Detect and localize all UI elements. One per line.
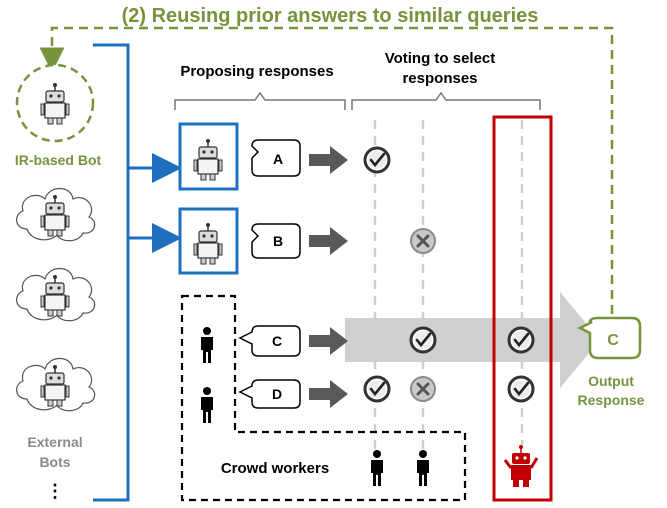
external-bot-cloud-2 <box>15 267 96 322</box>
person-icon <box>371 450 383 486</box>
output-label-1: Output <box>588 373 634 389</box>
more-bots-ellipsis: ⋮ <box>46 481 64 501</box>
x-icon <box>409 227 437 255</box>
svg-text:B: B <box>273 233 283 249</box>
external-bots-label-1: External <box>27 434 82 450</box>
response-bubble-c: C <box>238 325 301 357</box>
ir-bot-label: IR-based Bot <box>15 152 102 168</box>
svg-text:D: D <box>272 386 282 402</box>
response-bubble-b: B <box>251 223 301 259</box>
external-bot-cloud-1 <box>15 187 96 242</box>
person-icon <box>417 450 429 486</box>
check-icon <box>363 146 391 174</box>
diagram-title: (2) Reusing prior answers to similar que… <box>122 5 539 27</box>
crowd-workers-label: Crowd workers <box>221 460 329 477</box>
bot-bracket <box>93 43 182 502</box>
arrow-b <box>309 227 348 255</box>
proposing-brace <box>174 91 346 110</box>
x-icon <box>409 375 437 403</box>
check-icon <box>507 326 535 354</box>
output-label-2: Response <box>578 392 645 408</box>
person-icon <box>201 387 213 423</box>
external-bot-cloud-3 <box>15 357 96 412</box>
automatic-voter-box <box>492 115 553 502</box>
person-icon <box>201 327 213 363</box>
check-icon <box>507 375 535 403</box>
check-icon <box>363 375 391 403</box>
voting-brace <box>351 91 541 110</box>
voting-header-2: responses <box>402 70 477 87</box>
crowd-region <box>180 294 467 502</box>
output-response-bubble: C <box>577 316 642 360</box>
red-robot-icon <box>503 445 539 487</box>
svg-text:C: C <box>272 333 282 349</box>
response-bubble-d: D <box>238 379 301 409</box>
arrow-d <box>309 380 348 408</box>
voting-header-1: Voting to select <box>385 50 496 67</box>
arrow-a <box>309 146 348 174</box>
external-bots-label-2: Bots <box>39 454 70 470</box>
check-icon <box>409 326 437 354</box>
svg-text:A: A <box>273 151 283 167</box>
response-bubble-a: A <box>251 139 301 177</box>
proposing-header: Proposing responses <box>180 63 333 80</box>
svg-text:C: C <box>607 332 619 349</box>
arrow-c <box>309 327 348 355</box>
output-band-arrow <box>345 292 600 388</box>
